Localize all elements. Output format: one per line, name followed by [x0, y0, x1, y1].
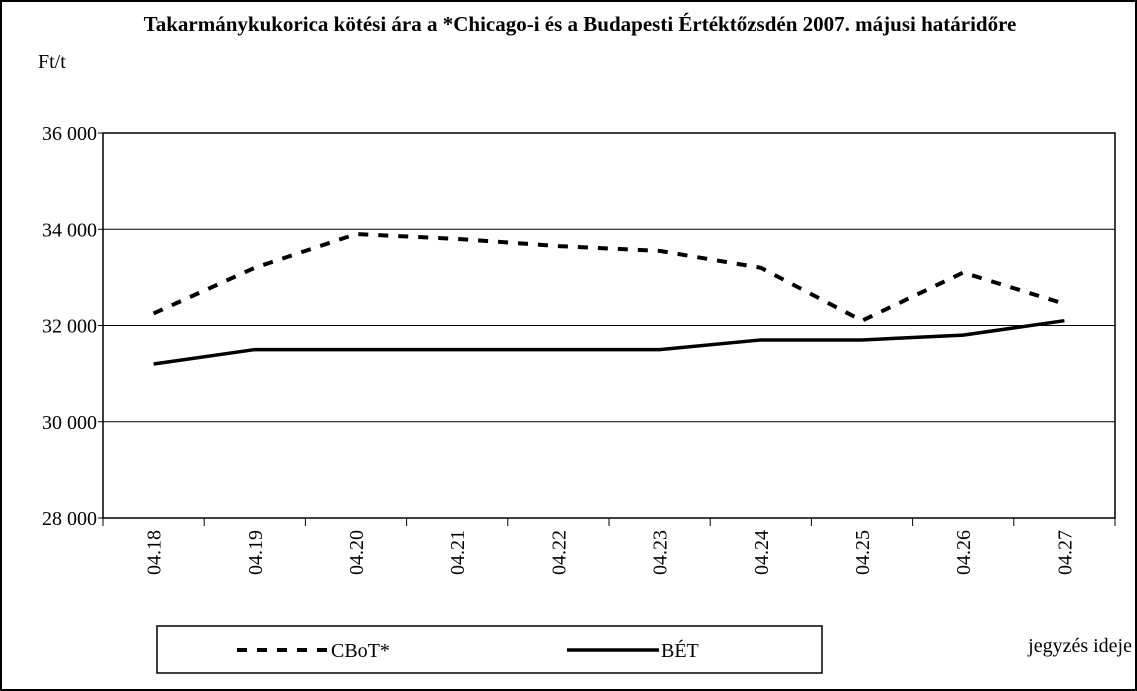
legend-box: [156, 625, 823, 674]
x-tick-label: 04.25: [852, 530, 874, 575]
y-tick-label: 30 000: [42, 412, 97, 434]
x-tick-label: 04.23: [650, 530, 672, 575]
x-tick-label: 04.26: [953, 530, 975, 575]
y-tick-label: 36 000: [42, 123, 97, 145]
chart-title: Takarmánykukorica kötési ára a *Chicago-…: [143, 12, 1017, 36]
x-tick-label: 04.27: [1054, 530, 1076, 575]
line-series: [152, 232, 1065, 323]
y-tick-label: 28 000: [42, 508, 97, 530]
line-series: [153, 318, 1065, 366]
legend-label: BÉT: [661, 639, 699, 662]
x-tick-label: 04.18: [144, 530, 166, 575]
x-tick-label: 04.22: [548, 530, 570, 575]
x-tick-label: 04.19: [245, 530, 267, 575]
y-tick-label: 32 000: [42, 316, 97, 338]
x-tick-label: 04.21: [447, 530, 469, 575]
x-tick-label: 04.20: [346, 530, 368, 575]
x-axis-label: jegyzés ideje: [1027, 635, 1132, 657]
x-tick-label: 04.24: [751, 530, 773, 575]
y-tick-label: 34 000: [42, 219, 97, 241]
legend-label: CBoT*: [331, 640, 390, 662]
y-axis-label: Ft/t: [38, 51, 66, 73]
